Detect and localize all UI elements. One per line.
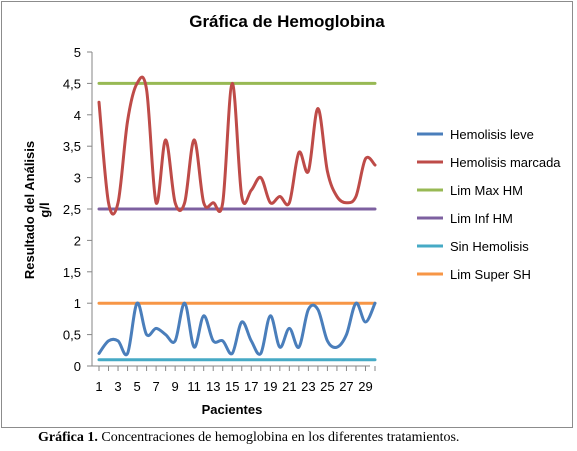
y-tick-label: 0 bbox=[74, 359, 81, 374]
series-line-hemolisis-leve bbox=[97, 301, 377, 357]
y-tick-label: 3 bbox=[74, 171, 81, 186]
y-tick-label: 1,5 bbox=[63, 265, 81, 280]
x-tick-label: 15 bbox=[225, 379, 239, 394]
plot-area: 00,511,522,533,544,551 3 5 7 9 11 13 15 17 19 21 23… bbox=[63, 45, 377, 394]
legend-label-lim-max-hm: Lim Max HM bbox=[450, 183, 523, 198]
series-line-hemolisis-marcada bbox=[97, 75, 377, 216]
legend-label-hemolisis-leve: Hemolisis leve bbox=[450, 127, 534, 142]
x-tick-label: 25 bbox=[320, 379, 334, 394]
y-tick-label: 5 bbox=[74, 45, 81, 60]
y-tick-label: 1 bbox=[74, 296, 81, 311]
caption-text: Concentraciones de hemoglobina en los di… bbox=[97, 430, 460, 445]
y-tick-label: 2 bbox=[74, 233, 81, 248]
y-tick-label: 4,5 bbox=[63, 76, 81, 91]
x-tick-label: 5 bbox=[133, 379, 140, 394]
chart-svg: Gráfica de Hemoglobina 0 0,5 1 1,5 2 2,5 3 3,5 4… bbox=[22, 12, 561, 417]
x-axis-title: Pacientes bbox=[202, 402, 263, 417]
x-tick-label: 1 bbox=[95, 379, 102, 394]
legend-label-lim-inf-hm: Lim Inf HM bbox=[450, 211, 513, 226]
legend: Hemolisis leve Hemolisis marcada Lim Max H… bbox=[417, 127, 561, 282]
y-tick-label: 3,5 bbox=[63, 139, 81, 154]
legend-label-lim-super-sh: Lim Super SH bbox=[450, 267, 531, 282]
y-axis-title: Resultado del Análisis g/l bbox=[22, 141, 52, 279]
x-tick-label: 27 bbox=[339, 379, 353, 394]
y-tick-label: 4 bbox=[74, 108, 81, 123]
x-tick-label: 23 bbox=[301, 379, 315, 394]
figure-caption: Gráfica 1. Concentraciones de hemoglobin… bbox=[38, 430, 577, 446]
legend-label-hemolisis-marcada: Hemolisis marcada bbox=[450, 155, 561, 170]
chart-frame bbox=[1, 1, 573, 428]
x-tick-label: 3 bbox=[114, 379, 121, 394]
y-tick-label: 0,5 bbox=[63, 328, 81, 343]
y-tick-label: 2,5 bbox=[63, 202, 81, 217]
x-tick-label: 7 bbox=[152, 379, 159, 394]
y-axis-title-line1: Resultado del Análisis bbox=[22, 141, 37, 279]
x-tick-label: 17 bbox=[244, 379, 258, 394]
caption-label: Gráfica 1. bbox=[38, 430, 98, 445]
x-tick-label: 9 bbox=[172, 379, 179, 394]
x-tick-label: 21 bbox=[282, 379, 296, 394]
chart-title: Gráfica de Hemoglobina bbox=[189, 12, 385, 31]
x-tick-label: 11 bbox=[187, 379, 201, 394]
y-axis-title-line2: g/l bbox=[37, 202, 52, 217]
x-tick-label: 29 bbox=[358, 379, 372, 394]
x-tick-label: 13 bbox=[206, 379, 220, 394]
legend-label-sin-hemolisis: Sin Hemolisis bbox=[450, 239, 529, 254]
x-tick-label: 19 bbox=[263, 379, 277, 394]
